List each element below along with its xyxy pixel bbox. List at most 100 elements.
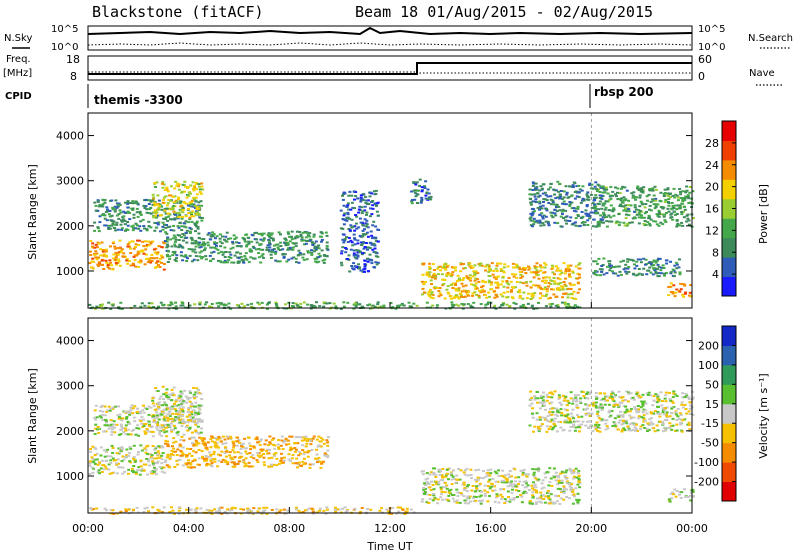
velocity-echo-cell [572, 503, 575, 505]
power-echo-cell [95, 306, 98, 308]
velocity-echo-cell [280, 457, 283, 459]
power-echo-cell [676, 213, 679, 215]
power-echo-cell [408, 302, 411, 304]
power-echo-cell [205, 301, 208, 303]
velocity-echo-cell [137, 454, 140, 456]
power-echo-cell [537, 302, 540, 304]
power-echo-cell [674, 292, 677, 294]
power-echo-cell [674, 295, 677, 297]
velocity-echo-cell [575, 400, 578, 402]
power-echo-cell [604, 209, 607, 211]
velocity-echo-cell [137, 451, 140, 453]
power-echo-cell [183, 255, 186, 257]
velocity-echo-cell [132, 471, 135, 473]
power-echo-cell [364, 218, 367, 220]
power-echo-cell [361, 198, 364, 200]
power-echo-cell [416, 190, 419, 192]
power-echo-cell [673, 211, 676, 213]
velocity-echo-cell [174, 416, 177, 418]
power-echo-cell [660, 267, 663, 269]
power-echo-cell [196, 211, 199, 213]
power-echo-cell [581, 190, 584, 192]
power-echo-cell [375, 255, 378, 257]
power-echo-cell [357, 255, 360, 257]
power-echo-cell [527, 303, 530, 305]
velocity-echo-cell [182, 419, 185, 421]
power-echo-cell [679, 271, 682, 273]
power-echo-cell [682, 296, 685, 298]
power-echo-cell [186, 187, 189, 189]
power-colorbar-tick-label: 16 [705, 203, 719, 216]
power-echo-cell [244, 241, 247, 243]
velocity-echo-cell [94, 433, 97, 435]
velocity-echo-cell [467, 502, 470, 504]
velocity-echo-cell [544, 417, 547, 419]
velocity-echo-cell [688, 410, 691, 412]
velocity-echo-cell [429, 498, 432, 500]
power-echo-cell [476, 278, 479, 280]
velocity-echo-cell [645, 403, 648, 405]
power-echo-cell [564, 278, 567, 280]
velocity-echo-cell [201, 456, 204, 458]
velocity-echo-cell [324, 455, 327, 457]
power-echo-cell [119, 302, 122, 304]
power-echo-cell [506, 296, 509, 298]
velocity-echo-cell [267, 444, 270, 446]
power-echo-cell [181, 259, 184, 261]
power-echo-cell [428, 193, 431, 195]
power-echo-cell [537, 274, 540, 276]
power-echo-cell [139, 250, 142, 252]
power-echo-cell [214, 237, 217, 239]
velocity-echo-cell [157, 445, 160, 447]
power-echo-cell [276, 260, 279, 262]
power-echo-cell [539, 195, 542, 197]
power-echo-cell [106, 209, 109, 211]
power-echo-cell [630, 204, 633, 206]
beam-info: Beam 18 01/Aug/2015 - 02/Aug/2015 [355, 3, 653, 21]
velocity-echo-cell [536, 391, 539, 393]
power-echo-cell [348, 254, 351, 256]
power-echo-cell [626, 190, 629, 192]
power-echo-cell [430, 293, 433, 295]
power-echo-cell [111, 215, 114, 217]
power-echo-cell [638, 268, 641, 270]
velocity-echo-cell [554, 390, 557, 392]
power-echo-cell [533, 193, 536, 195]
power-echo-cell [642, 191, 645, 193]
velocity-echo-cell [635, 424, 638, 426]
velocity-echo-cell [646, 430, 649, 432]
power-echo-cell [612, 215, 615, 217]
velocity-echo-cell [524, 486, 527, 488]
velocity-echo-cell [179, 444, 182, 446]
power-echo-cell [545, 194, 548, 196]
velocity-echo-cell [204, 445, 207, 447]
velocity-echo-cell [545, 431, 548, 433]
power-echo-cell [530, 271, 533, 273]
velocity-echo-cell [175, 419, 178, 421]
power-echo-cell [449, 295, 452, 297]
nsky-label: N.Sky [4, 33, 32, 44]
power-echo-cell [654, 200, 657, 202]
velocity-echo-cell [211, 465, 214, 467]
power-echo-cell [680, 222, 683, 224]
power-echo-cell [135, 201, 138, 203]
power-echo-cell [360, 194, 363, 196]
velocity-echo-cell [132, 465, 135, 467]
velocity-echo-cell [433, 488, 436, 490]
power-echo-cell [500, 284, 503, 286]
velocity-echo-cell [182, 439, 185, 441]
power-echo-cell [364, 196, 367, 198]
velocity-echo-cell [148, 465, 151, 467]
power-echo-cell [453, 297, 456, 299]
power-echo-cell [640, 261, 643, 263]
velocity-echo-cell [158, 404, 161, 406]
velocity-echo-cell [553, 468, 556, 470]
power-echo-cell [157, 264, 160, 266]
power-marks [88, 113, 695, 310]
power-echo-cell [545, 280, 548, 282]
power-echo-cell [115, 262, 118, 264]
power-echo-cell [166, 255, 169, 257]
power-echo-cell [643, 217, 646, 219]
power-echo-cell [576, 278, 579, 280]
power-echo-cell [553, 203, 556, 205]
